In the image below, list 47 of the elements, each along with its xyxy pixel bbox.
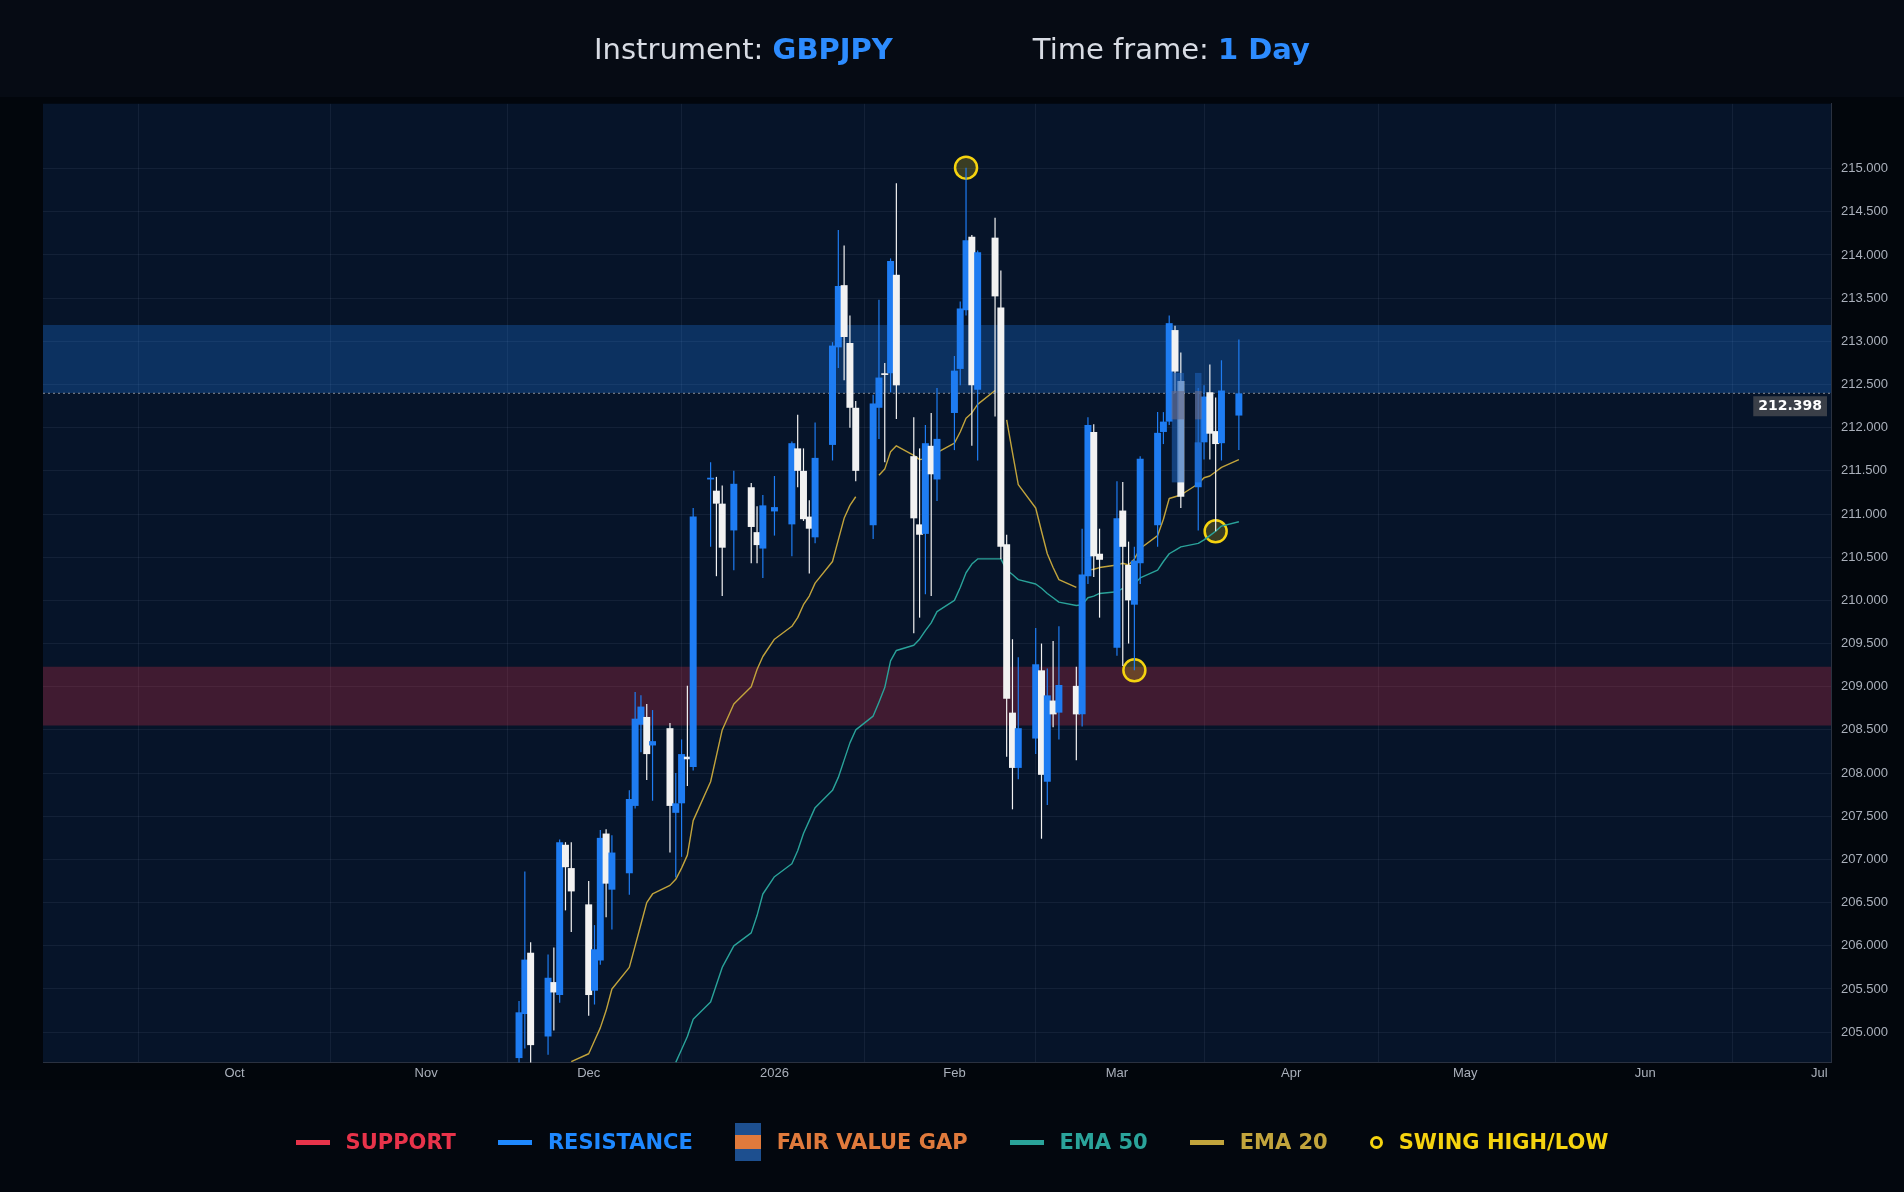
y-tick-label: 205.000 xyxy=(1841,1023,1889,1039)
x-tick-label: Nov xyxy=(414,1064,439,1080)
y-tick-label: 212.000 xyxy=(1841,419,1889,435)
y-tick-label: 209.500 xyxy=(1841,635,1889,651)
y-tick-label: 205.500 xyxy=(1841,980,1889,996)
legend-label: RESISTANCE xyxy=(547,1130,693,1154)
chart-subtitle: Time frame: 1 Day xyxy=(1032,31,1310,66)
candlestick xyxy=(1235,338,1243,451)
x-tick-label: Oct xyxy=(224,1064,246,1080)
y-tick-label: 211.000 xyxy=(1841,505,1888,521)
y-tick-label: 213.500 xyxy=(1841,289,1889,305)
y-tick-label: 207.500 xyxy=(1841,807,1889,823)
x-tick-label: May xyxy=(1453,1064,1479,1080)
y-tick-label: 208.000 xyxy=(1841,764,1889,780)
y-tick-label: 215.000 xyxy=(1841,160,1889,176)
y-tick-label: 209.000 xyxy=(1841,678,1889,694)
candlestick xyxy=(916,447,924,619)
legend-label: FAIR VALUE GAP xyxy=(776,1130,968,1154)
x-tick-label: 2026 xyxy=(760,1064,789,1080)
y-tick-label: 206.000 xyxy=(1841,937,1889,953)
candlestick xyxy=(881,362,889,463)
x-tick-label: Dec xyxy=(577,1064,601,1080)
point xyxy=(1122,658,1147,683)
chart-title: Instrument: GBPJPY xyxy=(594,31,893,66)
ref-line-label: 212.398 xyxy=(1758,396,1823,413)
y-tick-label: 211.500 xyxy=(1841,462,1888,478)
legend-label: EMA 50 xyxy=(1059,1130,1148,1154)
y-tick-label: 207.000 xyxy=(1841,851,1889,867)
x-tick-label: Jun xyxy=(1634,1064,1656,1080)
y-tick-label: 213.000 xyxy=(1841,332,1889,348)
legend-label: SUPPORT xyxy=(345,1130,456,1154)
x-tick-label: Feb xyxy=(943,1064,966,1080)
y-tick-label: 212.500 xyxy=(1841,376,1889,392)
y-tick-label: 206.500 xyxy=(1841,894,1889,910)
candlestick xyxy=(649,709,657,802)
x-tick-label: Jul xyxy=(1811,1064,1828,1080)
legend-label: EMA 20 xyxy=(1239,1130,1328,1154)
legend-label: SWING HIGH/LOW xyxy=(1398,1130,1609,1154)
x-tick-label: Apr xyxy=(1281,1064,1302,1080)
y-tick-label: 214.500 xyxy=(1841,203,1889,219)
y-tick-label: 208.500 xyxy=(1841,721,1889,737)
y-tick-label: 214.000 xyxy=(1841,246,1889,262)
candlestick xyxy=(770,475,778,537)
y-tick-label: 210.000 xyxy=(1841,591,1889,607)
x-tick-label: Mar xyxy=(1105,1064,1129,1080)
y-tick-label: 210.500 xyxy=(1841,548,1889,564)
point xyxy=(953,155,979,180)
